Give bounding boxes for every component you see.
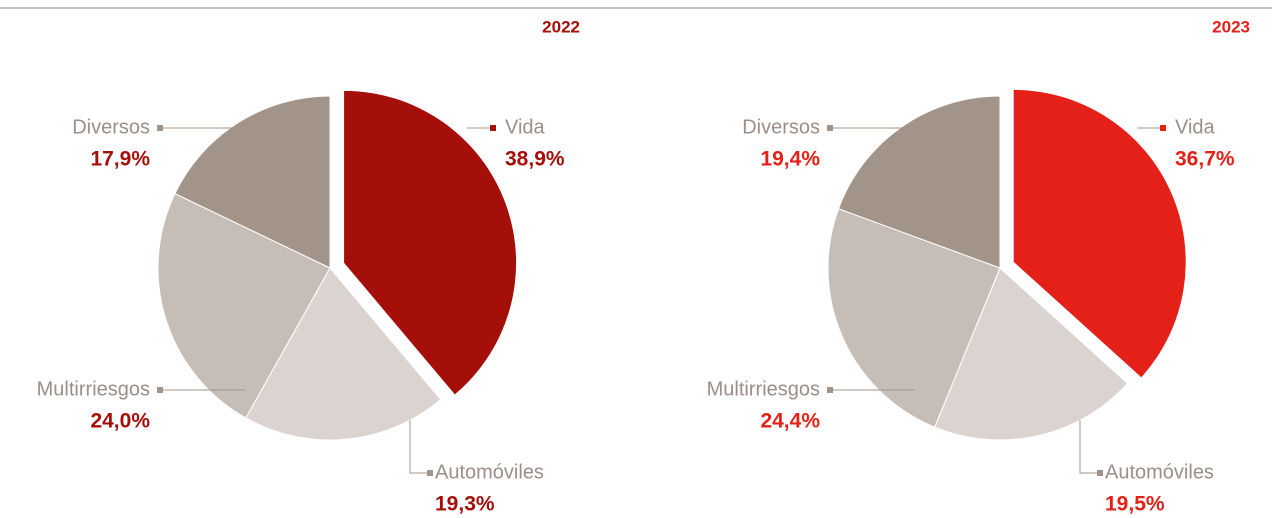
leader-marker xyxy=(157,387,163,393)
category-label: Multirriesgos xyxy=(707,378,820,400)
category-label: Vida xyxy=(1175,116,1216,138)
category-label: Automóviles xyxy=(1105,461,1214,483)
value-label: 19,4% xyxy=(760,148,820,171)
pie-slice xyxy=(344,90,517,395)
value-label: 19,5% xyxy=(1105,493,1165,516)
pie-slice xyxy=(174,95,331,269)
value-label: 17,9% xyxy=(90,148,150,171)
pie-slice xyxy=(1013,89,1186,378)
chart-title: 2022 xyxy=(542,17,580,36)
pie-slice xyxy=(827,208,1001,428)
category-label: Automóviles xyxy=(435,461,544,483)
leader-marker xyxy=(827,125,833,131)
category-label: Multirriesgos xyxy=(37,378,150,400)
category-label: Diversos xyxy=(742,116,820,138)
category-label: Diversos xyxy=(72,116,150,138)
pie-slice xyxy=(157,192,331,419)
leader-marker xyxy=(1160,125,1166,131)
value-label: 38,9% xyxy=(505,148,565,171)
chart-title: 2023 xyxy=(1212,17,1250,36)
value-label: 19,3% xyxy=(435,493,495,516)
leader-line xyxy=(1079,420,1100,474)
leader-marker xyxy=(1097,470,1103,476)
leader-marker xyxy=(157,125,163,131)
category-label: Vida xyxy=(505,116,546,138)
leader-marker xyxy=(827,387,833,393)
pie-slice xyxy=(245,267,442,441)
pie-slice xyxy=(934,267,1129,441)
value-label: 24,0% xyxy=(90,410,150,433)
value-label: 36,7% xyxy=(1175,148,1235,171)
leader-line xyxy=(409,420,430,474)
value-label: 24,4% xyxy=(760,410,820,433)
leader-marker xyxy=(490,125,496,131)
pie-slice xyxy=(837,95,1001,269)
leader-marker xyxy=(427,470,433,476)
